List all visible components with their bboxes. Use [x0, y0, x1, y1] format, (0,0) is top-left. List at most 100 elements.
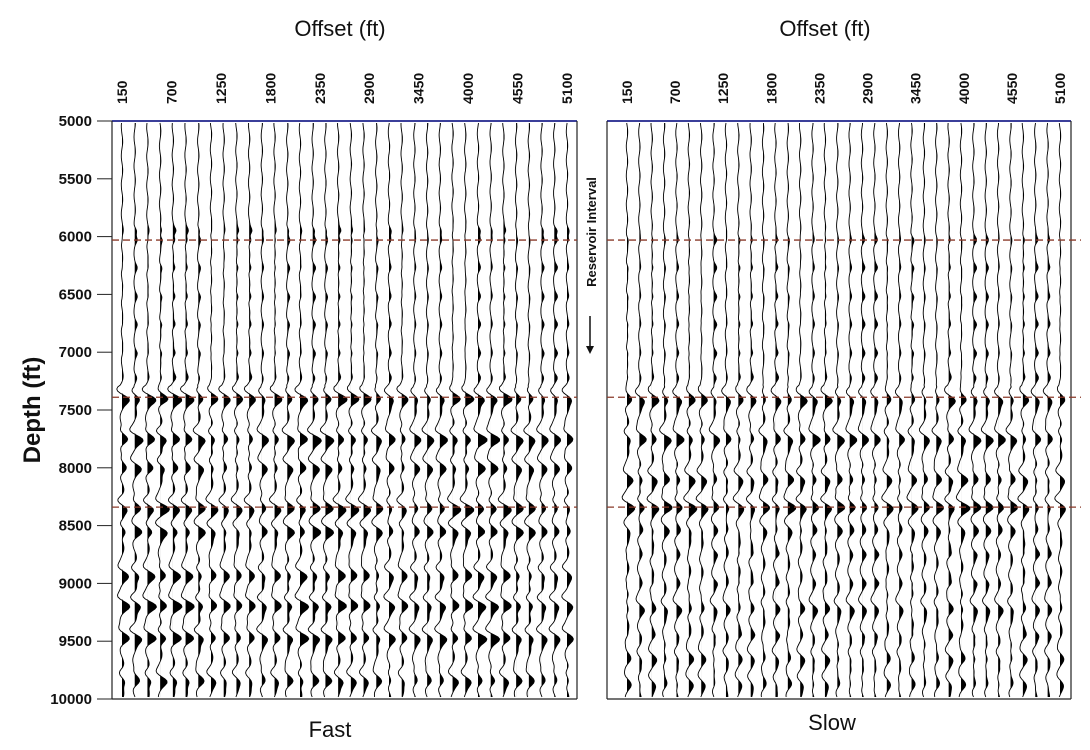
seismic-trace: [485, 122, 501, 698]
trace-fill: [911, 123, 918, 697]
y-tick-label: 7000: [59, 344, 92, 361]
trace-fill: [236, 123, 243, 697]
x-tick-label: 2900: [860, 73, 876, 104]
seismic-trace: [141, 122, 158, 698]
seismic-trace: [408, 122, 422, 698]
x-tick-label: 150: [619, 80, 635, 104]
x-tick-label: 4000: [956, 73, 972, 104]
seismic-trace: [857, 122, 869, 698]
seismic-trace: [795, 122, 808, 698]
x-tick-label: 5100: [559, 73, 575, 104]
seismic-trace: [672, 122, 685, 698]
x-tick-label: 1250: [715, 73, 731, 104]
y-tick-label: 7500: [59, 402, 92, 419]
seismic-trace: [256, 122, 269, 698]
seismic-trace: [510, 122, 524, 698]
trace-fill: [376, 123, 383, 697]
seismic-trace: [634, 122, 647, 698]
trace-fill: [998, 123, 1006, 697]
slow-panel: [606, 120, 1072, 700]
x-tick-label: 2350: [312, 73, 328, 104]
seismic-trace: [931, 122, 944, 698]
seismic-trace: [1042, 122, 1053, 698]
seismic-trace: [695, 122, 709, 698]
x-tick-label: 4550: [1004, 73, 1020, 104]
x-tick-label: 150: [114, 80, 130, 104]
seismic-trace: [968, 123, 982, 698]
seismic-trace: [332, 122, 348, 698]
x-tick-label: 1250: [213, 73, 229, 104]
trace-fill: [249, 123, 256, 697]
trace-fill: [701, 123, 709, 697]
trace-fill: [516, 123, 524, 697]
seismic-trace: [294, 122, 310, 698]
seismic-trace: [230, 122, 244, 698]
reservoir-interval-label: Reservoir Interval: [584, 177, 599, 287]
seismic-trace: [870, 122, 881, 698]
left-xaxis-title: Offset (ft): [294, 16, 385, 41]
trace-fill: [713, 123, 720, 697]
trace-fill: [503, 123, 513, 697]
seismic-trace: [370, 122, 384, 698]
trace-fill: [350, 123, 359, 697]
right-xaxis-title: Offset (ft): [779, 16, 870, 41]
trace-fill: [338, 123, 348, 697]
seismic-trace: [820, 122, 833, 698]
y-tick-label: 9000: [59, 575, 92, 592]
trace-fill: [541, 123, 549, 697]
y-tick-label: 6500: [59, 286, 92, 303]
seismic-trace: [1054, 122, 1066, 698]
trace-fill: [528, 123, 536, 697]
trace-fill: [688, 123, 697, 697]
trace-fill: [465, 123, 474, 697]
trace-fill: [287, 123, 295, 697]
y-tick-label: 5500: [59, 171, 92, 188]
seismic-trace: [770, 122, 782, 698]
trace-fill: [122, 123, 130, 697]
trace-fill: [363, 123, 372, 697]
panel-label-slow: Slow: [808, 710, 856, 735]
seismic-trace: [1005, 123, 1018, 698]
seismic-trace: [783, 122, 797, 698]
trace-fill: [874, 123, 881, 697]
trace-fill: [160, 123, 170, 697]
seismic-trace: [281, 122, 295, 698]
y-tick-label: 10000: [50, 691, 92, 708]
seismic-trace: [832, 123, 846, 698]
y-tick-label: 5000: [59, 113, 92, 130]
seismic-trace: [646, 123, 660, 698]
yaxis-title: Depth (ft): [19, 357, 46, 464]
seismic-trace: [621, 122, 636, 698]
seismic-trace: [155, 122, 171, 698]
seismic-trace: [116, 122, 131, 698]
seismic-trace: [472, 122, 488, 698]
trace-fill: [325, 123, 334, 697]
trace-fill: [172, 123, 182, 697]
seismic-trace: [268, 123, 283, 698]
seismic-trace: [745, 122, 757, 698]
seismic-trace: [319, 123, 335, 698]
trace-fill: [185, 123, 195, 697]
x-tick-label: 4000: [460, 73, 476, 104]
horizon-lines: [112, 239, 1081, 508]
x-tick-label: 700: [163, 80, 179, 104]
trace-fill: [948, 123, 956, 697]
y-tick-label: 9500: [59, 633, 92, 650]
trace-fill: [274, 123, 282, 697]
seismic-trace: [683, 122, 698, 698]
seismic-trace: [421, 122, 435, 698]
x-tick-label: 3450: [908, 73, 924, 104]
seismic-trace: [179, 122, 195, 698]
seismic-trace: [345, 122, 360, 698]
seismic-trace: [129, 122, 144, 698]
trace-fill: [452, 123, 461, 697]
trace-fill: [211, 123, 218, 697]
trace-fill: [886, 123, 894, 697]
seismic-trace: [497, 122, 513, 698]
seismic-trace: [434, 122, 448, 698]
y-tick-label: 6000: [59, 229, 92, 246]
seismic-trace: [357, 122, 372, 698]
seismic-trace: [980, 122, 994, 698]
trace-fill: [389, 123, 396, 697]
panel-label-fast: Fast: [309, 717, 352, 742]
